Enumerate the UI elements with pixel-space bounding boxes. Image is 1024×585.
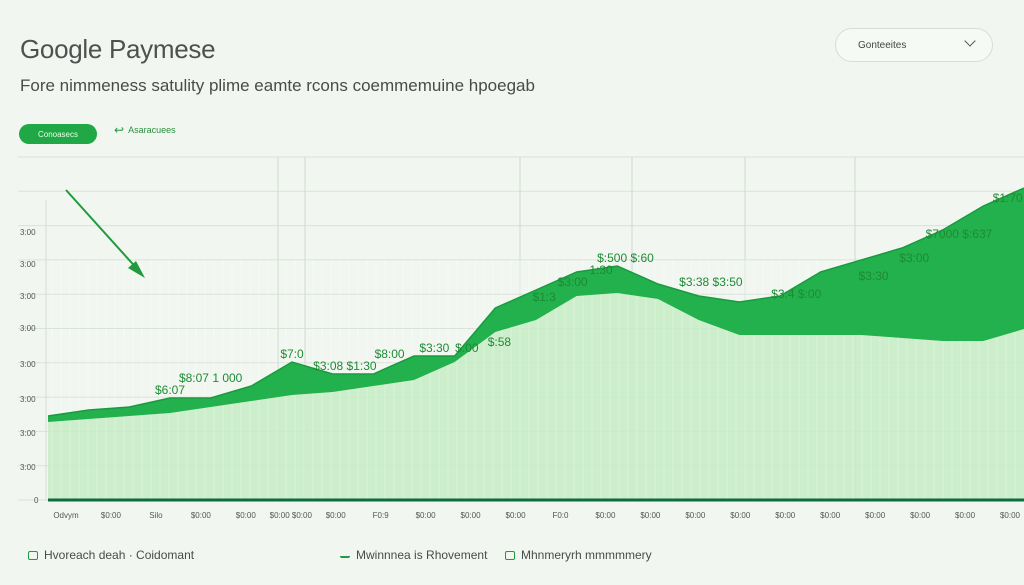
y-tick-label: 3:00 — [20, 228, 36, 237]
x-tick-label: $0:00 — [191, 511, 212, 520]
area-fill-light — [48, 293, 1024, 500]
return-arrow-icon: ↩ — [114, 123, 125, 137]
y-tick-zero: 0 — [34, 496, 39, 505]
data-label: $:58 — [488, 335, 512, 349]
y-tick-label: 3:00 — [20, 429, 36, 438]
legend-swatch-icon — [28, 550, 38, 560]
legend-swatch-icon — [505, 550, 515, 560]
x-tick-label: $0:00 — [101, 511, 122, 520]
data-label: $1:70 — [993, 191, 1023, 205]
y-tick-label: 3:00 — [20, 463, 36, 472]
chart-annotations: $6:07$8:07 1 000 $7:0 $3:08 $1:30$8:00 $3:3… — [155, 179, 1024, 397]
y-tick-label: 3:00 — [20, 292, 36, 301]
data-label: $8:00 — [375, 347, 405, 361]
x-tick-label: $0:00 — [685, 511, 706, 520]
legend-label-3: Mhnmeryrh mmmmmery — [521, 548, 652, 562]
y-tick-label: 3:00 — [20, 260, 36, 269]
chart-area — [47, 187, 1024, 502]
x-tick-label: Silo — [149, 511, 163, 520]
trend-arrow-icon — [65, 189, 145, 278]
x-tick-label: $0:00 — [730, 511, 751, 520]
x-tick-label: $0:00 — [461, 511, 482, 520]
series-1-upper-line — [47, 187, 1024, 417]
y-tick-label: 3:00 — [20, 324, 36, 333]
legend-item-3: Mhnmeryrh mmmmmery — [505, 548, 652, 562]
x-tick-label: Odvym — [53, 511, 79, 520]
page-subtitle: Fore nimmeness satulity plime eamte rcon… — [20, 76, 535, 95]
data-label: $3:30 — [419, 341, 449, 355]
x-tick-label: F0:9 — [373, 511, 390, 520]
period-select[interactable]: Gonteeites — [835, 28, 993, 62]
x-tick-label: $0:00 $0:00 — [270, 511, 313, 520]
legend-swatch-icon — [340, 552, 350, 558]
data-label: $3:08 $1:30 — [313, 359, 377, 373]
legend-item-1: Hvoreach deah · Coidomant — [28, 548, 194, 562]
data-label: 1:30 — [589, 263, 613, 277]
data-label: $3:30 — [859, 269, 889, 283]
x-tick-label: $0:00 — [910, 511, 931, 520]
data-label: $8:07 1 000 — [179, 371, 243, 385]
data-label: $1:3 — [532, 290, 556, 304]
data-label: $6:07 — [155, 383, 185, 397]
legend-label-2: Mwinnnea is Rhovement — [356, 548, 488, 562]
x-tick-label: F0:0 — [552, 511, 569, 520]
x-tick-label: $0:00 — [775, 511, 796, 520]
data-label: $3:4 $:00 — [771, 287, 821, 301]
x-tick-label: $0:00 — [416, 511, 437, 520]
legend-label-1: Hvoreach deah · Coidomant — [44, 548, 195, 562]
data-label: $3:38 $3:50 — [679, 275, 743, 289]
x-tick-label: $0:00 — [326, 511, 347, 520]
data-label: $3:00 — [558, 275, 588, 289]
x-tick-label: $0:00 — [640, 511, 661, 520]
x-axis: Odvym $0:00 Silo $0:00 $0:00 $0:00 $0:00 $0:00… — [53, 511, 1020, 520]
x-tick-label: $0:00 — [865, 511, 886, 520]
y-tick-label: 3:00 — [20, 360, 36, 369]
x-tick-label: $0:00 — [955, 511, 976, 520]
x-tick-label: $0:00 — [595, 511, 616, 520]
period-select-value: Gonteeites — [858, 39, 907, 51]
page-title: Google Paymese — [20, 34, 216, 64]
secondary-link-label: Asaracuees — [128, 125, 176, 135]
data-label: $:00 — [455, 341, 479, 355]
x-tick-label: $0:00 — [506, 511, 527, 520]
y-tick-label: 3:00 — [20, 395, 36, 404]
legend-item-2: Mwinnnea is Rhovement — [340, 548, 487, 562]
secondary-link[interactable]: ↩ Asaracuees — [114, 123, 176, 137]
data-label: $7:0 — [280, 347, 304, 361]
data-label: $:500 $:60 — [597, 251, 654, 265]
y-axis: 3:00 3:00 3:00 3:00 3:00 3:00 3:00 3:00 0 — [20, 200, 47, 505]
x-tick-label: $0:00 — [820, 511, 841, 520]
x-tick-label: $0:00 — [236, 511, 257, 520]
area-band-series-1 — [48, 188, 1024, 422]
x-tick-label: $0:00 — [1000, 511, 1021, 520]
primary-button[interactable]: Conoasecs — [19, 124, 97, 144]
data-label: $3:00 — [899, 251, 929, 265]
data-label: $7000 $:637 — [926, 227, 993, 241]
